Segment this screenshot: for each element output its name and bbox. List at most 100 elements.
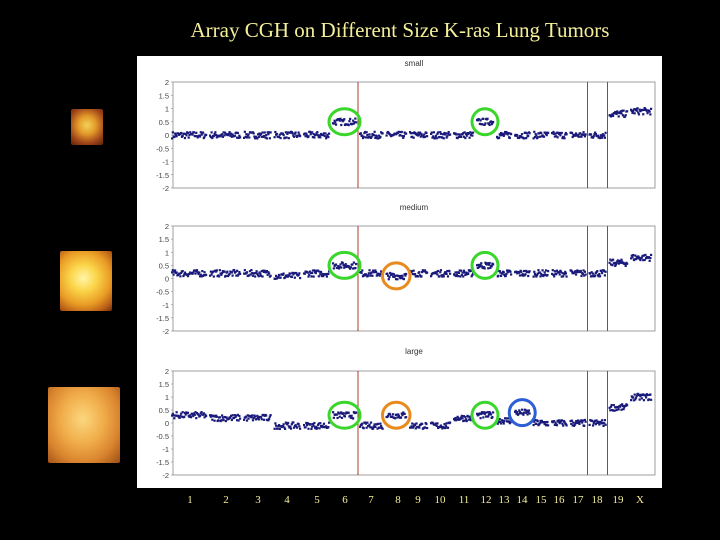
data-point	[603, 419, 607, 422]
data-point	[619, 261, 622, 264]
data-point	[183, 136, 187, 140]
data-point	[582, 131, 585, 134]
data-point	[536, 272, 539, 275]
data-point	[174, 132, 177, 135]
data-point	[254, 415, 257, 418]
data-point	[373, 130, 376, 133]
data-point	[347, 411, 350, 414]
data-point	[374, 269, 377, 272]
data-point	[312, 275, 315, 278]
data-point	[339, 263, 342, 266]
data-point	[237, 273, 240, 276]
data-point	[180, 131, 183, 135]
data-point	[596, 270, 599, 273]
data-point	[599, 420, 602, 423]
data-point	[367, 135, 370, 139]
data-point	[546, 420, 549, 424]
data-point	[205, 415, 208, 418]
data-point	[598, 136, 602, 140]
data-point	[542, 421, 546, 424]
data-point	[502, 132, 505, 135]
data-point	[483, 412, 486, 416]
data-point	[269, 414, 272, 417]
data-point	[633, 258, 636, 261]
large-tumor-image	[48, 387, 120, 463]
data-point	[462, 275, 465, 278]
data-point	[517, 413, 520, 416]
data-point	[598, 272, 601, 276]
data-point	[263, 131, 266, 134]
data-point	[544, 273, 547, 276]
data-point	[506, 133, 509, 136]
data-point	[228, 272, 231, 276]
chromosome-label: X	[636, 494, 644, 506]
data-point	[328, 132, 331, 135]
data-point	[171, 131, 174, 134]
data-point	[486, 117, 489, 120]
data-point	[555, 135, 558, 138]
chromosome-label: 1	[187, 494, 193, 506]
data-point	[316, 423, 320, 426]
data-point	[209, 136, 212, 139]
data-point	[486, 262, 489, 265]
data-point	[574, 132, 578, 135]
data-point	[642, 113, 645, 116]
data-point	[174, 414, 177, 417]
data-point	[202, 412, 205, 415]
data-point	[340, 123, 343, 127]
data-point	[635, 109, 638, 112]
data-point	[315, 132, 318, 135]
data-point	[630, 109, 633, 113]
data-point	[290, 427, 293, 430]
data-point	[205, 133, 208, 137]
chart-title: medium	[400, 203, 429, 212]
highlight-circle-green	[470, 107, 500, 137]
data-point	[636, 257, 639, 260]
data-point	[298, 425, 301, 428]
highlight-circle-orange	[381, 400, 412, 430]
data-point	[409, 130, 412, 134]
data-point	[556, 136, 559, 139]
data-point	[439, 269, 443, 272]
data-point	[245, 271, 249, 274]
data-point	[352, 417, 355, 420]
data-point	[561, 422, 564, 425]
data-point	[624, 264, 627, 268]
data-point	[309, 423, 312, 426]
data-point	[467, 131, 470, 135]
data-point	[374, 136, 377, 140]
data-point	[256, 414, 259, 417]
data-point	[398, 275, 401, 278]
data-point	[212, 270, 215, 273]
data-point	[601, 421, 604, 425]
data-point	[210, 414, 213, 417]
data-point	[412, 269, 415, 272]
data-point	[589, 275, 593, 278]
data-point	[201, 270, 204, 273]
data-point	[175, 135, 178, 138]
data-point	[525, 132, 528, 135]
data-point	[349, 414, 352, 417]
data-point	[313, 269, 316, 272]
data-point	[211, 136, 214, 140]
data-point	[268, 272, 271, 275]
data-point	[424, 270, 427, 273]
data-point	[245, 419, 249, 422]
data-point	[268, 417, 271, 420]
data-point	[623, 406, 626, 409]
data-point	[482, 416, 485, 419]
data-point	[314, 425, 317, 428]
data-point	[180, 271, 183, 275]
data-point	[171, 271, 174, 274]
data-point	[545, 134, 548, 137]
data-point	[174, 269, 177, 272]
data-point	[649, 256, 652, 260]
data-point	[195, 269, 199, 272]
data-point	[538, 422, 541, 425]
data-point	[311, 425, 314, 428]
data-point	[210, 273, 213, 276]
data-point	[562, 275, 565, 278]
data-point	[186, 275, 190, 278]
data-point	[467, 415, 470, 418]
data-point	[290, 130, 293, 134]
